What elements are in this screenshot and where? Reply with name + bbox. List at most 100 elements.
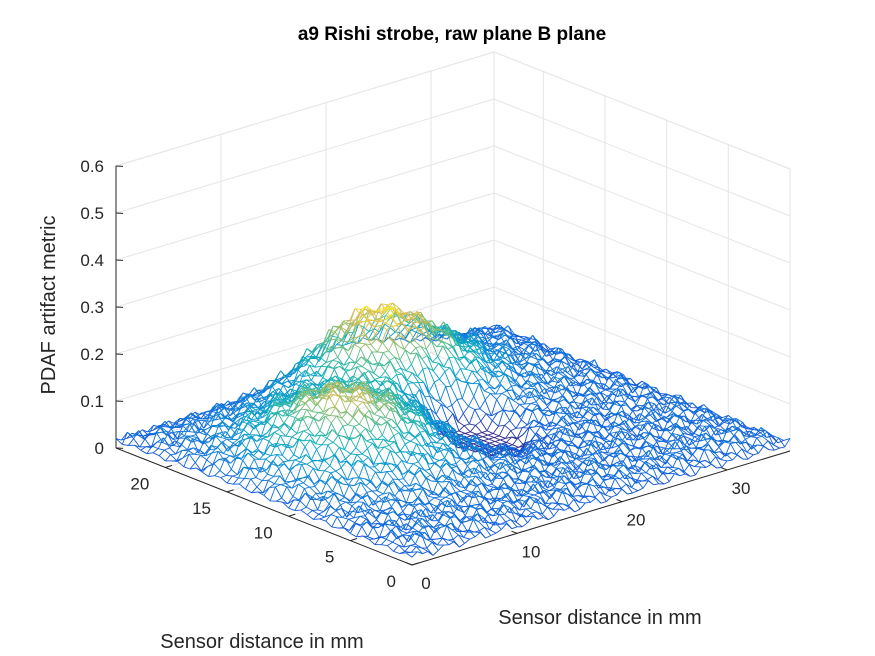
mesh-segment xyxy=(158,448,165,451)
mesh-segment xyxy=(531,353,537,358)
mesh-segment xyxy=(631,455,638,458)
mesh-segment xyxy=(355,309,362,321)
mesh-segment xyxy=(368,370,375,374)
box-edge xyxy=(493,51,791,170)
mesh-segment xyxy=(472,341,480,355)
mesh-segment xyxy=(550,366,558,371)
mesh-segment xyxy=(441,340,449,350)
mesh-segment xyxy=(462,345,469,352)
mesh-segment xyxy=(447,413,454,422)
mesh-segment xyxy=(756,435,763,439)
mesh-segment xyxy=(483,438,489,442)
mesh-segment xyxy=(403,341,410,350)
mesh-segment xyxy=(171,460,178,462)
mesh-segment xyxy=(527,335,534,344)
mesh-segment xyxy=(595,419,603,427)
mesh-segment xyxy=(411,318,419,323)
mesh-segment xyxy=(488,352,495,355)
mesh-segment xyxy=(468,409,476,425)
mesh-segment xyxy=(475,340,482,343)
mesh-segment xyxy=(585,397,593,402)
mesh-segment xyxy=(339,366,346,372)
mesh-segment xyxy=(501,390,508,394)
mesh-segment xyxy=(164,449,171,455)
mesh-segment xyxy=(346,341,353,345)
mesh-segment xyxy=(506,390,514,401)
mesh-segment xyxy=(673,439,680,441)
mesh-segment xyxy=(543,413,550,417)
mesh-segment xyxy=(212,411,219,414)
mesh-segment xyxy=(504,358,512,364)
mesh-segment xyxy=(525,373,532,384)
mesh-segment xyxy=(297,363,304,371)
mesh-segment xyxy=(240,402,247,409)
mesh-segment xyxy=(601,401,609,404)
mesh-segment xyxy=(579,446,585,449)
mesh-segment xyxy=(473,396,481,410)
mesh-segment xyxy=(662,417,669,420)
mesh-segment xyxy=(246,420,254,422)
mesh-segment xyxy=(325,336,333,353)
mesh-segment xyxy=(498,370,505,374)
mesh-segment xyxy=(337,346,344,358)
mesh-segment xyxy=(469,334,477,342)
mesh-segment xyxy=(406,372,413,381)
mesh-segment xyxy=(511,389,518,401)
mesh-segment xyxy=(621,404,627,407)
mesh-segment xyxy=(656,440,662,443)
mesh-segment xyxy=(377,351,384,354)
mesh-segment xyxy=(457,342,465,358)
mesh-segment xyxy=(497,345,504,351)
mesh-segment xyxy=(553,378,560,388)
mesh-segment xyxy=(419,388,426,398)
mesh-segment xyxy=(540,348,548,351)
mesh-segment xyxy=(683,408,689,412)
mesh-segment xyxy=(409,311,417,319)
mesh-segment xyxy=(301,387,308,390)
mesh-segment xyxy=(173,418,181,424)
mesh-segment xyxy=(684,415,691,425)
mesh-segment xyxy=(675,395,682,403)
mesh-segment xyxy=(416,314,422,319)
mesh-segment xyxy=(529,343,536,346)
mesh-segment xyxy=(744,435,751,438)
mesh-segment xyxy=(516,384,524,392)
mesh-segment xyxy=(503,409,511,421)
mesh-segment xyxy=(336,346,343,349)
mesh-segment xyxy=(498,373,506,378)
mesh-segment xyxy=(529,343,536,352)
y-tick xyxy=(350,538,358,542)
mesh-segment xyxy=(319,383,325,386)
mesh-segment xyxy=(429,396,436,401)
mesh-segment xyxy=(550,424,557,427)
mesh-segment xyxy=(358,324,364,328)
mesh-segment xyxy=(488,437,495,440)
mesh-segment xyxy=(461,382,469,399)
mesh-segment xyxy=(501,441,507,445)
mesh-segment xyxy=(612,393,618,397)
mesh-segment xyxy=(578,419,585,423)
mesh-segment xyxy=(649,386,657,389)
mesh-segment xyxy=(257,409,264,421)
mesh-segment xyxy=(651,391,659,401)
mesh-segment xyxy=(493,372,501,384)
mesh-segment xyxy=(634,413,641,424)
mesh-segment xyxy=(384,361,391,372)
y-tick xyxy=(288,513,296,517)
mesh-segment xyxy=(450,378,457,387)
mesh-segment xyxy=(454,331,462,341)
mesh-segment xyxy=(580,403,588,408)
mesh-segment xyxy=(325,345,332,363)
mesh-segment xyxy=(311,411,319,413)
mesh-segment xyxy=(554,407,561,413)
mesh-segment xyxy=(399,349,406,361)
mesh-segment xyxy=(405,349,411,355)
mesh-segment xyxy=(551,421,558,425)
mesh-segment xyxy=(621,410,629,416)
mesh-segment xyxy=(661,394,668,397)
mesh-segment xyxy=(598,383,605,389)
mesh-segment xyxy=(493,437,501,441)
mesh-segment xyxy=(534,425,541,428)
mesh-segment xyxy=(446,407,454,414)
mesh-segment xyxy=(368,370,376,380)
